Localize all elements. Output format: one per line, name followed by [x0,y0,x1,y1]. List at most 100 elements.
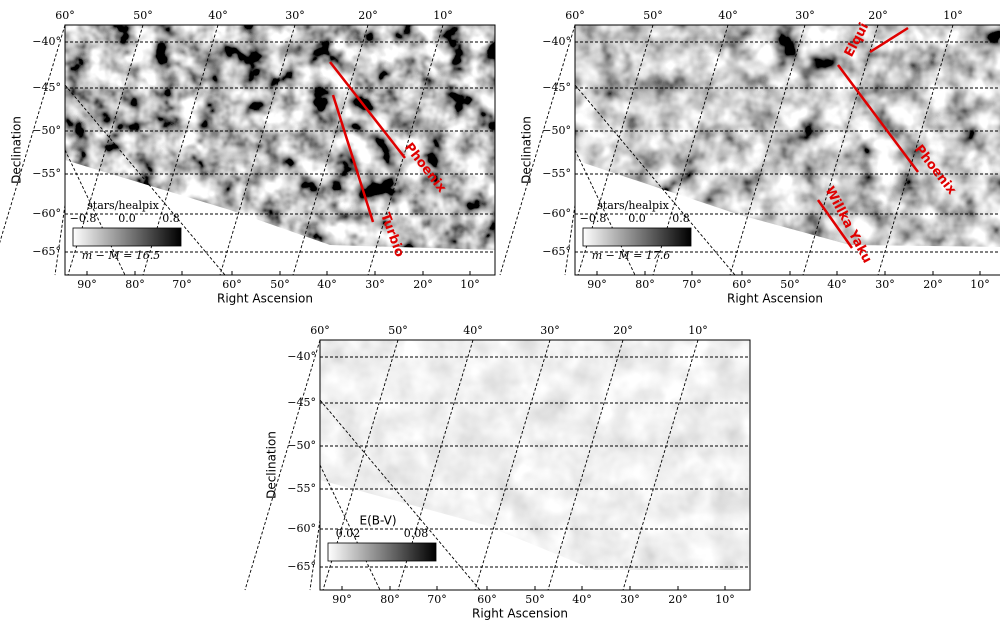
stream-track [836,64,920,173]
top-tick-label: 10° [433,9,453,22]
left-tick-label: −55° [287,482,316,495]
bottom-tick-label: 90° [587,278,607,291]
graticule-ra [0,24,66,244]
graticule-ra [244,339,321,591]
sky-map-panel: 60° 50° 40° 30° 20° 10° −40° −45° −50° −55° −60° −6… [499,9,1000,306]
bottom-tick-label: 20° [413,278,433,291]
left-tick-label: −40° [287,350,316,363]
left-tick-label: −40° [32,35,61,48]
stream-track [816,199,854,249]
left-tick-label: −55° [542,167,571,180]
top-tick-label: 50° [388,324,408,337]
top-tick-label: 50° [643,9,663,22]
top-tick-label: 10° [688,324,708,337]
colorbar [327,542,437,562]
left-tick-label: −45° [32,81,61,94]
top-tick-label: 40° [463,324,483,337]
bottom-tick-label: 80° [635,278,655,291]
graticule-ra [292,24,369,276]
left-tick-label: −55° [32,167,61,180]
top-tick-label: 30° [795,9,815,22]
bottom-tick-label: 30° [620,593,640,606]
bottom-tick-label: 60° [732,278,752,291]
bottom-tick-label: 30° [875,278,895,291]
bottom-tick-label: 50° [270,278,290,291]
colorbar-label: E(B-V) [359,514,396,528]
top-tick-label: 30° [540,324,560,337]
bottom-tick-label: 40° [317,278,337,291]
top-tick-label: 40° [718,9,738,22]
left-tick-label: −50° [542,124,571,137]
bottom-tick-label: 50° [780,278,800,291]
bottom-tick-label: 60° [477,593,497,606]
bottom-tick-label: 60° [222,278,242,291]
left-tick-label: −65° [287,560,316,573]
y-axis-label: Declination [10,116,24,184]
stream-track [331,94,375,223]
left-tick-label: −45° [287,396,316,409]
graticule-ra [499,24,576,276]
stream-track [329,61,406,159]
colorbar-label: stars/healpix [87,199,159,212]
bottom-tick-label: 80° [125,278,145,291]
top-tick-label: 20° [613,324,633,337]
bottom-tick-label: 70° [427,593,447,606]
top-tick-label: 40° [208,9,228,22]
graticule-ra [802,24,879,276]
sky-map-panel: 60° 50° 40° 30° 20° 10° −40° −45° −50° −55° −60° −6… [244,324,751,621]
left-tick-label: −65° [542,245,571,258]
colorbar-tick-label: −0.8 [70,212,97,225]
left-tick-label: −50° [287,439,316,452]
top-tick-label: 30° [285,9,305,22]
x-axis-label: Right Ascension [727,292,823,306]
colorbar-label: stars/healpix [597,199,669,212]
graticule-ra [729,24,806,276]
y-axis-label: Declination [265,431,279,499]
x-axis-label: Right Ascension [217,292,313,306]
bottom-tick-label: 40° [572,593,592,606]
top-tick-label: 60° [55,9,75,22]
graticule-ra [547,339,624,591]
bottom-tick-label: 20° [668,593,688,606]
top-tick-label: 60° [565,9,585,22]
top-tick-label: 20° [868,9,888,22]
bottom-tick-label: 40° [827,278,847,291]
bottom-tick-label: 10° [460,278,480,291]
left-tick-label: −60° [542,207,571,220]
bottom-tick-label: 90° [77,278,97,291]
graticule-ra [309,519,321,591]
colorbar [72,227,182,247]
bottom-tick-label: 70° [682,278,702,291]
bottom-tick-label: 20° [923,278,943,291]
graticule-ra [622,339,699,591]
top-tick-label: 60° [310,324,330,337]
bottom-tick-label: 70° [172,278,192,291]
top-tick-label: 10° [943,9,963,22]
graticule-ra [64,84,226,276]
graticule-ra [64,149,126,276]
graticule-ra [564,204,576,276]
graticule-ra [474,339,551,591]
left-tick-label: −65° [32,245,61,258]
colorbar-tick-label: 0.0 [118,212,136,225]
left-tick-label: −40° [542,35,571,48]
colorbar-annotation: m − M = 17.6 [592,249,671,262]
bottom-tick-label: 10° [715,593,735,606]
sky-map-panel: 60° 50° 40° 30° 20° 10° −40° −45° −50° −55° −60° −6… [0,9,496,306]
graticule-ra [877,24,954,276]
stream-track [869,26,909,54]
graticule-ra [367,24,444,276]
graticule-ra [54,204,66,276]
graticule-ra [574,84,736,276]
graticule-ra [574,149,636,276]
graticule-ra [319,464,381,591]
colorbar [582,227,692,247]
bottom-tick-label: 30° [365,278,385,291]
colorbar-tick-label: 0.08 [404,527,429,540]
x-axis-label: Right Ascension [472,607,568,621]
colorbar-annotation: m − M = 16.5 [82,249,161,262]
graticule-ra [319,399,481,591]
top-tick-label: 20° [358,9,378,22]
bottom-tick-label: 50° [525,593,545,606]
